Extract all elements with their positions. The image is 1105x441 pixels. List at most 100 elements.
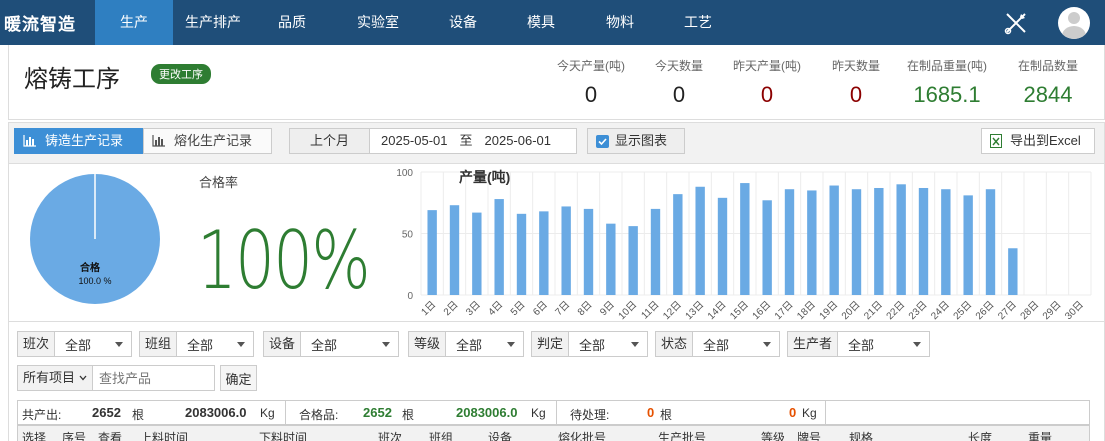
col-header[interactable]: 班组 — [429, 431, 454, 441]
pass-rate-pie: 合格 100.0 % — [30, 174, 160, 304]
unit-kg: Kg — [802, 406, 817, 420]
stat-label: 昨天数量 — [831, 59, 880, 73]
chevron-down-icon — [631, 341, 639, 347]
x-tick-label: 21日 — [862, 299, 885, 321]
col-header[interactable]: 选择 — [22, 431, 47, 441]
bar — [963, 195, 973, 295]
bar — [427, 210, 437, 295]
export-label: 导出到Excel — [1010, 133, 1081, 148]
y-tick-label: 50 — [402, 230, 414, 241]
col-header[interactable]: 规格 — [849, 431, 874, 441]
nav-item-process[interactable]: 工艺 — [684, 14, 712, 30]
chart-area: 合格 100.0 % 合格率 100% 100 50 0 1日 2日 3日 4日 5日 6日 7日… — [8, 164, 1105, 321]
bar — [896, 184, 906, 295]
stat-wip-count: 在制品数量 2844 — [1008, 57, 1088, 108]
ok-label: 合格品: — [299, 408, 339, 422]
date-range-input[interactable]: 2025-05-01 至 2025-06-01 — [369, 128, 577, 154]
chevron-down-icon — [382, 341, 390, 347]
nav-item-quality[interactable]: 品质 — [278, 14, 306, 30]
stat-value: 2844 — [1023, 82, 1073, 107]
col-header[interactable]: 长度 — [968, 431, 993, 441]
tools-icon[interactable] — [1004, 11, 1028, 35]
col-header[interactable]: 设备 — [488, 431, 513, 441]
bar — [472, 212, 482, 295]
toolbar: 铸造生产记录 熔化生产记录 上个月 2025-05-01 至 2025-06-0… — [8, 122, 1105, 164]
chevron-down-icon — [913, 341, 921, 347]
chevron-down-icon — [115, 341, 123, 347]
col-header[interactable]: 序号 — [62, 431, 87, 441]
show-chart-toggle[interactable]: 显示图表 — [587, 128, 685, 154]
x-tick-label: 24日 — [929, 299, 952, 321]
nav-item-production[interactable]: 生产 — [95, 0, 173, 45]
nav-item-mold[interactable]: 模具 — [527, 14, 555, 30]
filter-value: 全部 — [703, 337, 730, 353]
nav-item-material[interactable]: 物料 — [606, 14, 634, 30]
tab-casting-records[interactable]: 铸造生产记录 — [14, 128, 144, 154]
filter-team[interactable]: 班组 全部 — [139, 331, 254, 357]
nav-item-equipment[interactable]: 设备 — [449, 14, 477, 30]
col-header[interactable]: 重量 — [1028, 431, 1053, 441]
y-tick-label: 100 — [396, 168, 413, 179]
bar — [784, 189, 795, 295]
x-tick-label: 9日 — [598, 299, 617, 318]
tab-label: 熔化生产记录 — [174, 133, 253, 148]
x-tick-label: 10日 — [617, 299, 640, 321]
filter-judgement[interactable]: 判定 全部 — [531, 331, 648, 357]
confirm-button[interactable]: 确定 — [220, 365, 257, 391]
x-tick-label: 18日 — [795, 299, 818, 321]
chevron-down-icon — [237, 341, 245, 347]
change-process-button[interactable]: 更改工序 — [151, 64, 211, 84]
x-tick-label: 13日 — [684, 299, 707, 321]
col-header[interactable]: 班次 — [378, 431, 403, 441]
prev-month-button[interactable]: 上个月 — [289, 128, 370, 154]
col-header[interactable]: 牌号 — [797, 431, 822, 441]
filter-label: 班组 — [140, 332, 178, 356]
bar — [695, 186, 705, 295]
product-search[interactable]: 所有项目 — [17, 365, 215, 391]
bar — [874, 187, 884, 295]
stat-wip-weight: 在制品重量(吨) 1685.1 — [902, 57, 992, 108]
col-header[interactable]: 生产批号 — [658, 431, 707, 441]
col-header[interactable]: 熔化批号 — [558, 431, 607, 441]
all-items-dropdown[interactable]: 所有项目 — [18, 366, 94, 390]
export-excel-button[interactable]: 导出到Excel — [981, 128, 1095, 154]
filter-label: 设备 — [264, 332, 302, 356]
nav-item-scheduling[interactable]: 生产排产 — [185, 14, 241, 30]
x-tick-label: 5日 — [509, 299, 528, 318]
chevron-down-icon — [763, 341, 771, 347]
page-header: 熔铸工序 更改工序 今天产量(吨) 0 今天数量 0 昨天产量(吨) 0 昨天数… — [8, 45, 1105, 120]
pie-label: 合格 — [79, 261, 101, 274]
checkbox-checked-icon[interactable] — [596, 134, 609, 148]
filter-shift[interactable]: 班次 全部 — [17, 331, 132, 357]
bar — [985, 189, 996, 295]
filter-status[interactable]: 状态 全部 — [655, 331, 780, 357]
x-tick-label: 6日 — [531, 299, 550, 318]
tab-melting-records[interactable]: 熔化生产记录 — [143, 128, 272, 154]
table-header: 选择 序号 查看 上料时间 下料时间 班次 班组 设备 熔化批号 生产批号 等级… — [17, 425, 1090, 441]
filter-producer[interactable]: 生产者 全部 — [787, 331, 930, 357]
bar — [762, 200, 772, 295]
x-tick-label: 25日 — [952, 299, 975, 321]
col-header[interactable]: 上料时间 — [140, 431, 189, 441]
stat-value: 0 — [672, 82, 686, 107]
col-header[interactable]: 等级 — [761, 431, 786, 441]
filter-equipment[interactable]: 设备 全部 — [263, 331, 399, 357]
summary-bar: 共产出: 2652 根 2083006.0 Kg 合格品: 2652 根 208… — [17, 400, 826, 425]
avatar[interactable] — [1058, 6, 1090, 39]
bar — [717, 197, 728, 295]
col-header[interactable]: 查看 — [98, 431, 123, 441]
col-header[interactable]: 下料时间 — [259, 431, 308, 441]
bar — [606, 223, 616, 295]
filter-grade[interactable]: 等级 全部 — [408, 331, 524, 357]
bar — [673, 194, 683, 295]
search-input[interactable] — [93, 370, 204, 386]
x-tick-label: 19日 — [818, 299, 841, 321]
nav-item-lab[interactable]: 实验室 — [357, 14, 399, 30]
x-tick-label: 30日 — [1063, 299, 1086, 321]
x-tick-label: 1日 — [420, 299, 439, 318]
stat-label: 在制品数量 — [1017, 59, 1078, 73]
stat-yesterday-count: 昨天数量 0 — [821, 57, 891, 108]
bar — [807, 190, 817, 295]
stat-value: 0 — [584, 82, 598, 107]
all-items-label: 所有项目 — [23, 370, 76, 385]
